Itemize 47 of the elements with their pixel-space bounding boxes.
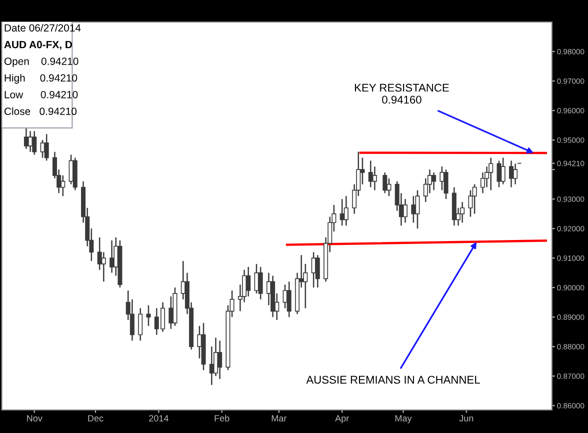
candlestick [110,240,114,274]
candlestick [146,304,151,327]
candlestick [508,160,514,188]
x-tick-label: Mar [272,415,287,422]
candlestick [44,133,49,162]
annotation: Close 0.94210 [4,107,77,116]
x-tick-label: 2014 [149,415,168,422]
candlestick [432,172,436,191]
candlestick [382,172,388,194]
candlestick [101,252,106,282]
candlestick [513,163,518,185]
annotation: AUSSIE REMIANS IN A CHANNEL [306,376,480,384]
annotation: AUD A0-FX, D [4,40,72,50]
candlestick [138,308,143,342]
x-tick-label: Jun [459,415,474,422]
candlestick [500,157,506,185]
candlestick [368,160,373,188]
candlestick [415,190,420,230]
candlestick [60,174,66,197]
candlestick [315,254,320,288]
annotation: KEY RESISTANCE 0.94160 [354,84,449,104]
x-tick-label: May [395,415,412,424]
candlestick [286,281,292,318]
x-tick-label: Nov [27,415,42,422]
candlestick [440,166,444,191]
candlestick [32,130,37,156]
candlestick [344,195,348,226]
candlestick [488,157,494,191]
annotation: Date 06/27/2014 [4,24,81,32]
x-tick-label: Apr [335,415,349,424]
candlestick [386,178,392,197]
annotation: Low 0.94210 [4,90,78,98]
candlestick [28,130,33,152]
candlestick [472,184,477,214]
x-tick-label: Dec [88,415,104,422]
candlestick [403,198,408,224]
annotation: High 0.94210 [4,74,78,84]
candlestick [460,201,465,224]
candlestick [496,160,502,188]
annotation: Open 0.94210 [4,58,78,68]
candlestick [218,340,222,380]
candlestick [246,266,251,298]
x-tick-label: Feb [214,414,230,422]
candlestick [444,168,448,200]
candlestick [258,266,263,300]
candlestick [24,128,28,150]
candlestick [372,166,377,191]
